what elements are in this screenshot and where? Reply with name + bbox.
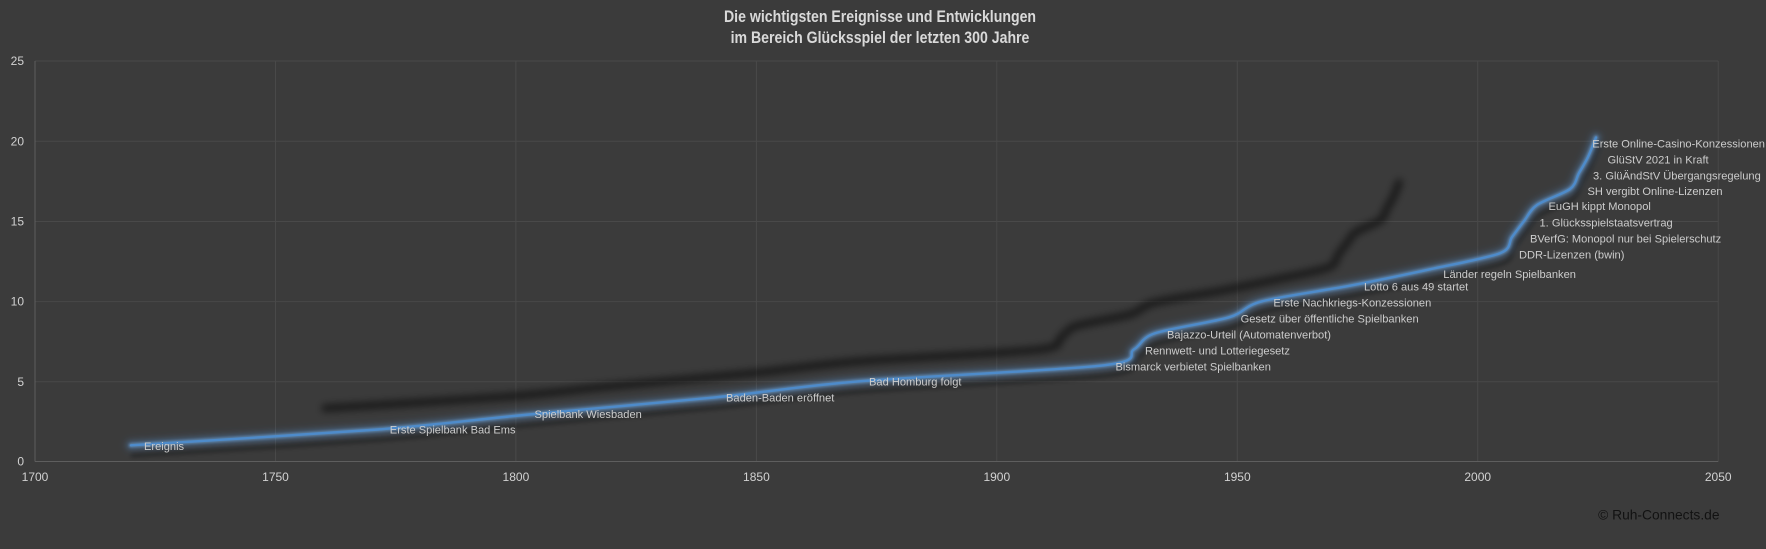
svg-text:Erste Online-Casino-Konzession: Erste Online-Casino-Konzessionen (1592, 138, 1765, 150)
svg-text:5: 5 (17, 375, 24, 389)
svg-text:Bismarck verbietet Spielbanken: Bismarck verbietet Spielbanken (1116, 361, 1271, 373)
svg-text:SH vergibt Online-Lizenzen: SH vergibt Online-Lizenzen (1588, 186, 1723, 198)
svg-text:1700: 1700 (22, 470, 49, 484)
svg-text:Bad Homburg folgt: Bad Homburg folgt (869, 377, 962, 389)
svg-text:im Bereich Glücksspiel der let: im Bereich Glücksspiel der letzten 300 J… (731, 29, 1030, 47)
svg-text:Lotto 6 aus 49 startet: Lotto 6 aus 49 startet (1364, 282, 1468, 294)
svg-text:Erste Spielbank Bad Ems: Erste Spielbank Bad Ems (390, 424, 516, 436)
svg-text:Die wichtigsten Ereignisse und: Die wichtigsten Ereignisse und Entwicklu… (724, 8, 1036, 26)
svg-text:Rennwett- und Lotteriegesetz: Rennwett- und Lotteriegesetz (1145, 346, 1290, 358)
svg-text:BVerfG: Monopol nur bei Spiele: BVerfG: Monopol nur bei Spielerschutz (1530, 234, 1721, 246)
svg-text:EuGH kippt Monopol: EuGH kippt Monopol (1549, 201, 1651, 213)
svg-text:15: 15 (11, 215, 25, 229)
svg-text:1900: 1900 (983, 470, 1010, 484)
svg-text:1750: 1750 (262, 470, 289, 484)
svg-text:Gesetz über öffentliche Spielb: Gesetz über öffentliche Spielbanken (1241, 314, 1419, 326)
svg-text:Spielbank Wiesbaden: Spielbank Wiesbaden (535, 409, 642, 421)
svg-text:3. GlüÄndStV Übergangsregelung: 3. GlüÄndStV Übergangsregelung (1593, 171, 1761, 183)
svg-text:2000: 2000 (1464, 470, 1491, 484)
svg-text:25: 25 (11, 54, 25, 68)
svg-text:1950: 1950 (1224, 470, 1251, 484)
svg-text:Länder regeln Spielbanken: Länder regeln Spielbanken (1443, 269, 1576, 281)
svg-text:20: 20 (11, 134, 25, 148)
svg-text:GlüStV 2021 in Kraft: GlüStV 2021 in Kraft (1608, 154, 1709, 166)
svg-text:DDR-Lizenzen (bwin): DDR-Lizenzen (bwin) (1519, 250, 1624, 262)
svg-text:0: 0 (17, 455, 24, 469)
svg-text:1. Glücksspielstaatsvertrag: 1. Glücksspielstaatsvertrag (1540, 217, 1673, 229)
svg-text:Baden-Baden eröffnet: Baden-Baden eröffnet (726, 392, 834, 404)
svg-text:Erste Nachkriegs-Konzessionen: Erste Nachkriegs-Konzessionen (1273, 298, 1431, 310)
svg-text:10: 10 (11, 295, 25, 309)
svg-text:© Ruh-Connects.de: © Ruh-Connects.de (1598, 507, 1720, 522)
svg-text:1800: 1800 (503, 470, 530, 484)
svg-text:2050: 2050 (1705, 470, 1732, 484)
svg-text:Bajazzo-Urteil (Automatenverbo: Bajazzo-Urteil (Automatenverbot) (1167, 329, 1331, 341)
svg-text:Ereignis: Ereignis (144, 441, 185, 453)
svg-text:1850: 1850 (743, 470, 770, 484)
